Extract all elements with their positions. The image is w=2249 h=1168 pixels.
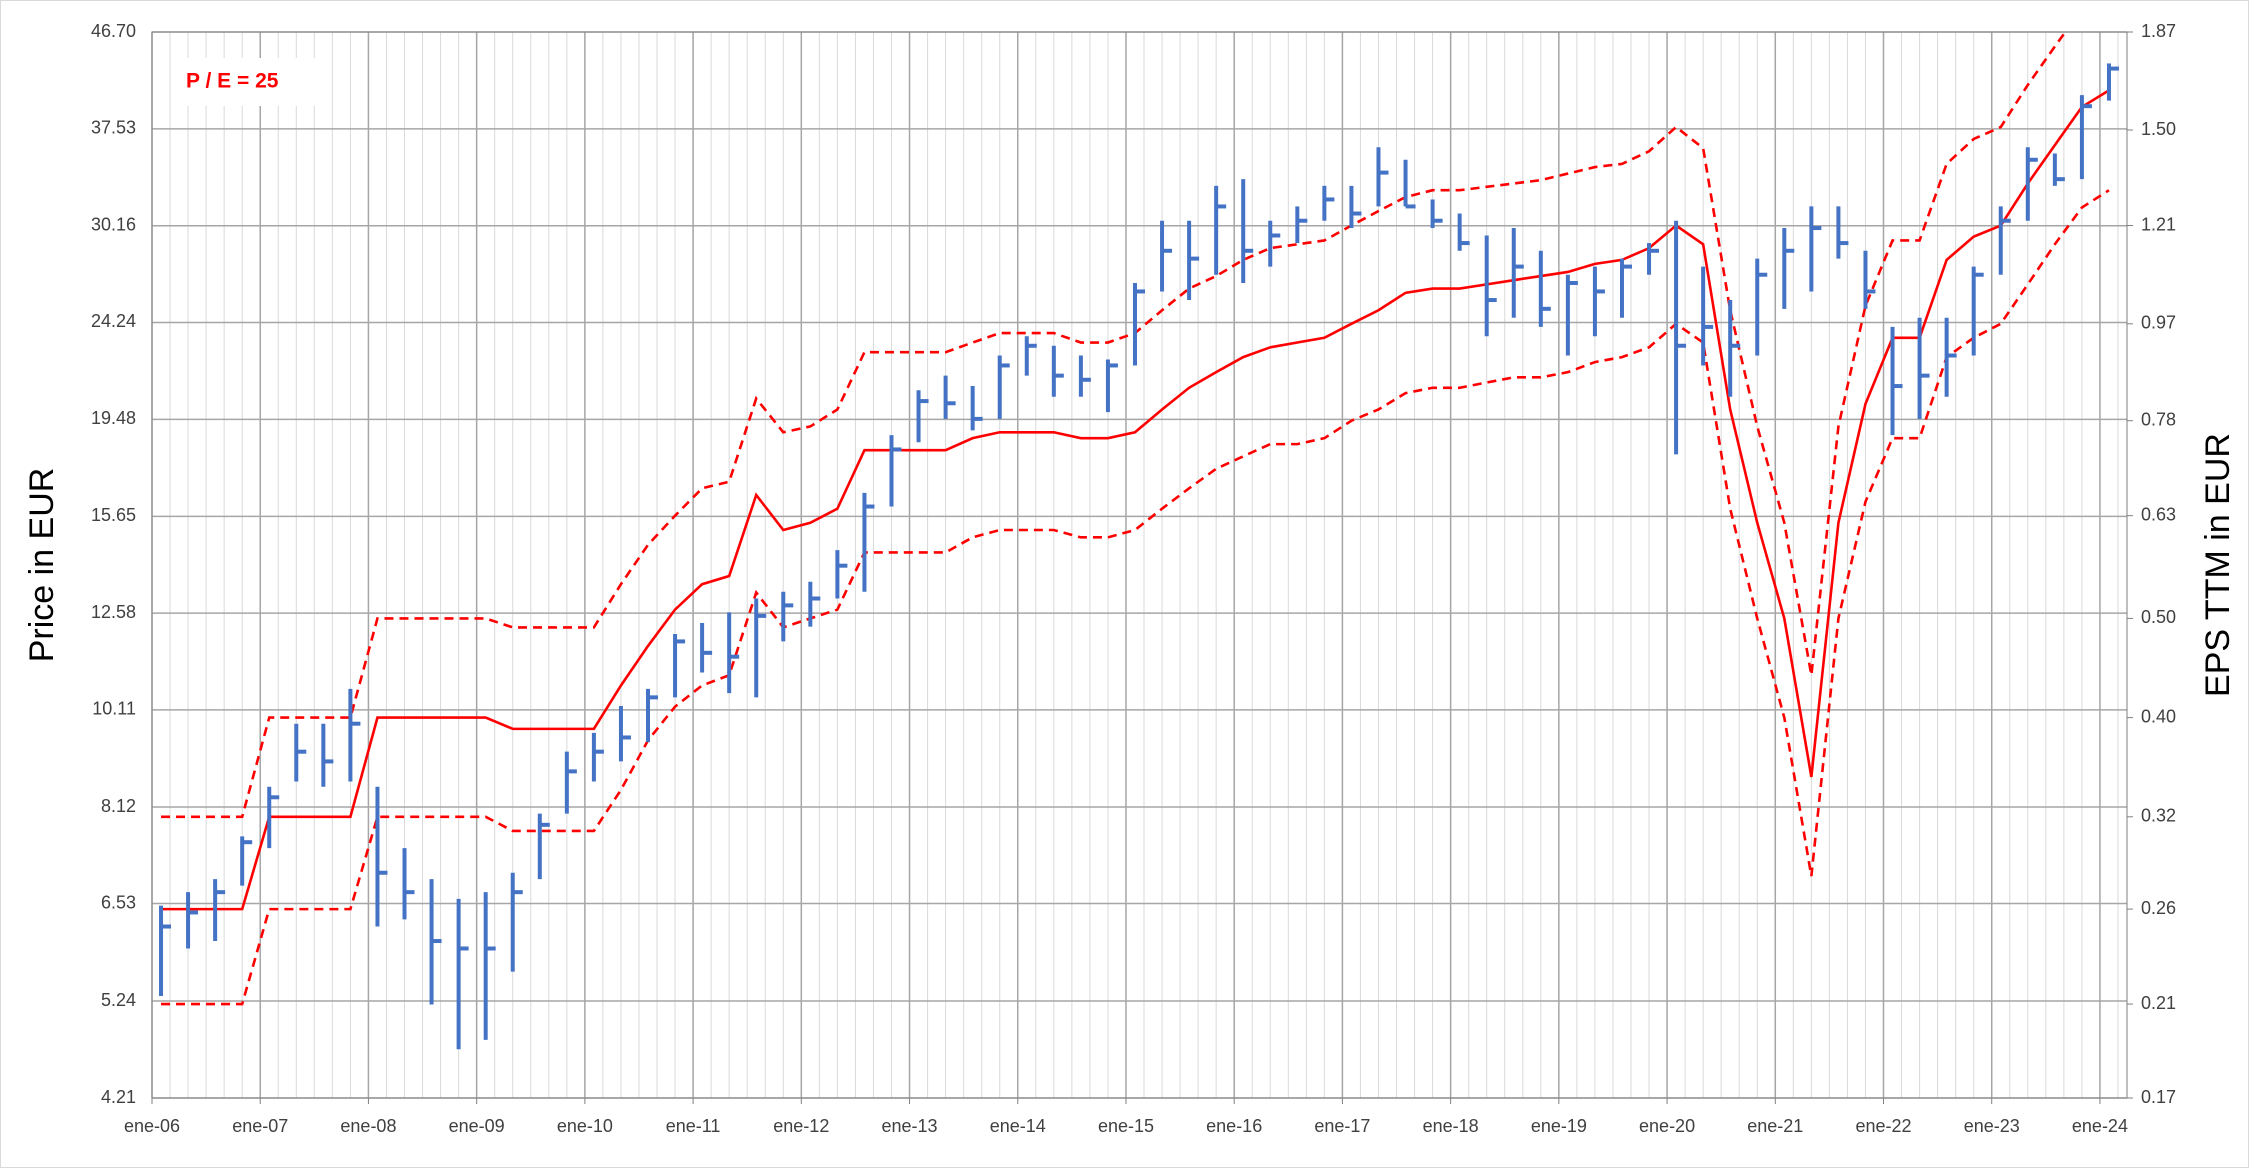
x-tick-label: ene-09 (449, 1116, 505, 1136)
plot-border (151, 31, 2128, 1099)
y-tick-label: 37.53 (91, 118, 136, 138)
eps-line (161, 89, 2110, 911)
y2-tick-label: 0.21 (2141, 993, 2176, 1013)
y-tick-label: 5.24 (101, 990, 136, 1010)
x-tick-label: ene-06 (124, 1116, 180, 1136)
annotation: P / E = 25 (186, 70, 279, 93)
y-tick-label: 4.21 (101, 1087, 136, 1107)
plot-marks (159, 32, 2119, 1050)
x-tick-label: ene-22 (1855, 1116, 1911, 1136)
y-tick-label: 12.58 (91, 602, 136, 622)
y-axis-title: Price in EUR (23, 468, 61, 663)
annotation-box (172, 58, 320, 106)
x-tick-label: ene-08 (340, 1116, 396, 1136)
y2-tick-label: 1.21 (2141, 214, 2176, 234)
x-tick-label: ene-17 (1314, 1116, 1370, 1136)
y2-tick-label: 0.26 (2141, 898, 2176, 918)
x-tick-label: ene-15 (1098, 1116, 1154, 1136)
y2-tick-label: 0.78 (2141, 409, 2176, 429)
x-tick-label: ene-23 (1964, 1116, 2020, 1136)
y2-tick-label: 1.50 (2141, 119, 2176, 139)
x-tick-label: ene-14 (990, 1116, 1046, 1136)
y-tick-label: 46.70 (91, 21, 136, 41)
x-tick-label: ene-07 (232, 1116, 288, 1136)
y2-tick-label: 0.32 (2141, 806, 2176, 826)
x-tick-label: ene-16 (1206, 1116, 1262, 1136)
y2-tick-label: 0.97 (2141, 313, 2176, 333)
x-tick-label: ene-24 (2072, 1116, 2128, 1136)
x-tick-label: ene-19 (1531, 1116, 1587, 1136)
y2-tick-label: 1.87 (2141, 21, 2176, 41)
y2-tick-label: 0.40 (2141, 706, 2176, 726)
y-tick-label: 6.53 (101, 892, 136, 912)
x-tick-label: ene-13 (882, 1116, 938, 1136)
y2-axis-title: EPS TTM in EUR (2199, 433, 2237, 697)
y-tick-label: 24.24 (91, 311, 136, 331)
x-tick-label: ene-12 (773, 1116, 829, 1136)
y2-tick-label: 0.17 (2141, 1087, 2176, 1107)
y-tick-label: 10.11 (92, 699, 136, 719)
y-tick-label: 8.12 (101, 796, 136, 816)
y-tick-label: 19.48 (91, 408, 136, 428)
y-tick-label: 15.65 (91, 505, 136, 525)
x-tick-label: ene-18 (1423, 1116, 1479, 1136)
x-tick-label: ene-21 (1747, 1116, 1803, 1136)
x-tick-label: ene-20 (1639, 1116, 1695, 1136)
y2-tick-label: 0.50 (2141, 607, 2176, 627)
x-tick-label: ene-11 (666, 1116, 721, 1136)
x-tick-label: ene-10 (557, 1116, 613, 1136)
y-tick-label: 30.16 (91, 214, 136, 234)
y2-tick-label: 0.63 (2141, 504, 2176, 524)
eps-lower-line (161, 189, 2110, 1006)
